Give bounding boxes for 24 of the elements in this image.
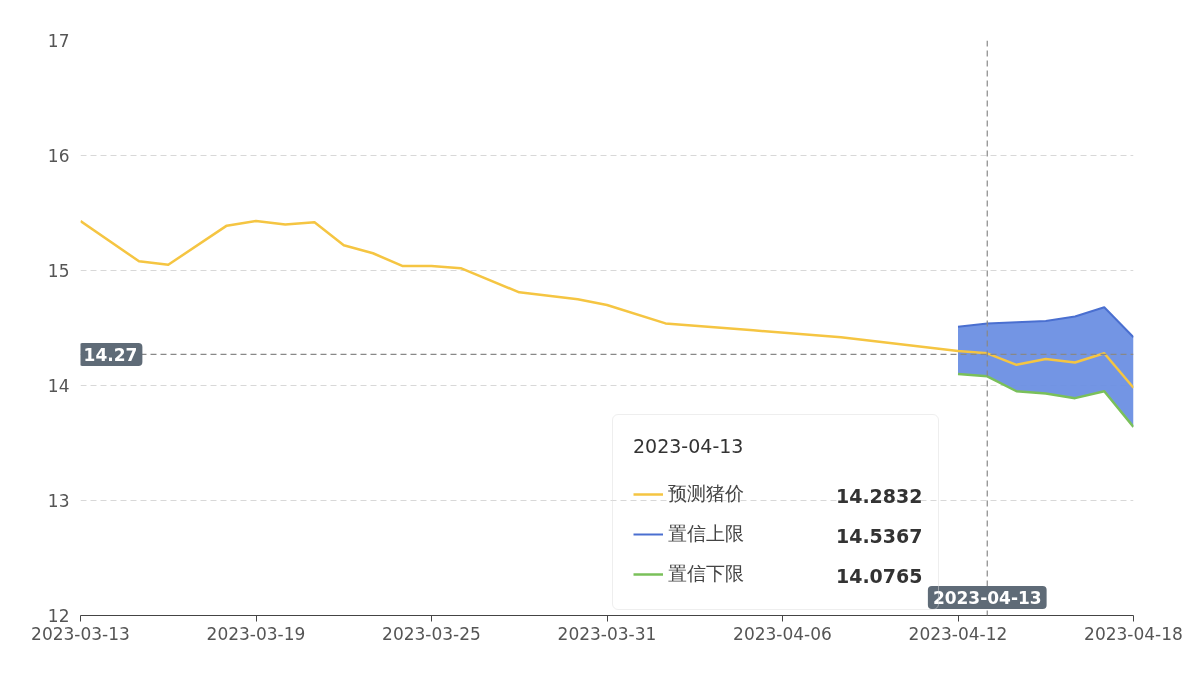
- legend-label: 置信上限: [668, 522, 744, 544]
- x-tick-label: 2023-04-06: [733, 623, 832, 644]
- line-series: [80, 219, 1134, 390]
- y-tick-label: 17: [47, 31, 70, 51]
- annotation: 14.5367: [835, 524, 923, 547]
- annotation: 14.2832: [835, 484, 923, 507]
- x-tick-label: 2023-03-19: [206, 623, 306, 644]
- legend-label: 预测猪价: [668, 482, 744, 504]
- x-tick-label: 2023-04-12: [908, 623, 1008, 644]
- x-tick-label: 2023-03-31: [557, 623, 657, 644]
- y-tick-label: 14: [47, 376, 70, 396]
- x-tick-label: 2023-03-13: [31, 623, 130, 644]
- legend-title: 2023-04-13: [633, 435, 745, 457]
- y-tick-label: 15: [47, 261, 70, 281]
- legend-label: 置信下限: [668, 562, 744, 584]
- ref-line-label: 14.27: [83, 344, 138, 365]
- line-series: [956, 372, 1134, 429]
- y-tick-label: 16: [47, 146, 70, 166]
- x-tick-label: 2023-04-18: [1084, 623, 1183, 644]
- annotation: 14.0765: [835, 564, 923, 587]
- y-tick-label: 13: [47, 491, 70, 511]
- ref-line-label: 2023-04-13: [932, 588, 1042, 608]
- x-tick-label: 2023-03-25: [382, 623, 481, 644]
- y-tick-label: 12: [47, 606, 70, 626]
